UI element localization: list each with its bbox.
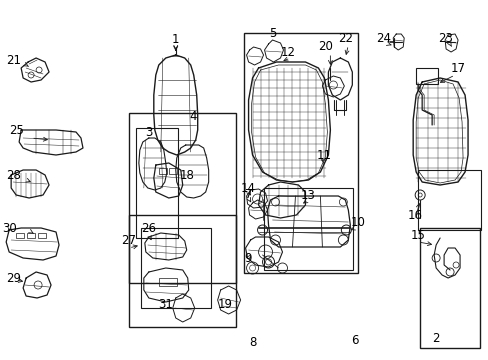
Text: 22: 22	[337, 32, 352, 45]
Text: 27: 27	[121, 234, 136, 247]
Text: 3: 3	[145, 126, 152, 139]
Text: 24: 24	[375, 32, 390, 45]
Text: 1: 1	[172, 32, 179, 45]
Bar	[141, 228, 210, 308]
Text: 21: 21	[6, 54, 20, 67]
Bar	[263, 188, 353, 270]
Text: 15: 15	[410, 229, 425, 242]
Bar	[419, 228, 479, 348]
Text: 29: 29	[6, 271, 20, 284]
Text: 2: 2	[431, 332, 439, 345]
Text: 8: 8	[248, 337, 256, 350]
Bar	[27, 233, 35, 238]
Text: 17: 17	[449, 62, 465, 75]
Text: 28: 28	[6, 168, 20, 181]
Text: 6: 6	[351, 333, 358, 346]
Text: 10: 10	[350, 216, 365, 229]
Bar	[16, 233, 24, 238]
Text: 20: 20	[317, 40, 332, 53]
Bar	[243, 33, 358, 273]
Text: 18: 18	[179, 168, 194, 181]
Text: 25: 25	[9, 123, 23, 136]
Text: 26: 26	[141, 221, 156, 234]
Text: 11: 11	[316, 149, 331, 162]
Text: 23: 23	[437, 32, 451, 45]
Text: 31: 31	[158, 298, 173, 311]
Bar	[417, 170, 480, 230]
Text: 12: 12	[281, 45, 295, 59]
Text: 13: 13	[301, 189, 315, 202]
Text: 14: 14	[241, 181, 256, 194]
Bar	[159, 278, 176, 286]
Bar	[38, 233, 46, 238]
Text: 16: 16	[407, 208, 422, 221]
Text: 5: 5	[268, 27, 276, 40]
Text: 30: 30	[2, 221, 17, 234]
Bar	[168, 168, 176, 174]
Text: 7: 7	[244, 188, 252, 201]
Text: 9: 9	[244, 252, 251, 265]
Bar	[136, 128, 177, 238]
Bar	[415, 68, 437, 84]
Bar	[159, 168, 166, 174]
Bar	[129, 113, 235, 283]
Bar	[129, 215, 235, 327]
Text: 4: 4	[188, 109, 196, 122]
Text: 19: 19	[218, 298, 233, 311]
